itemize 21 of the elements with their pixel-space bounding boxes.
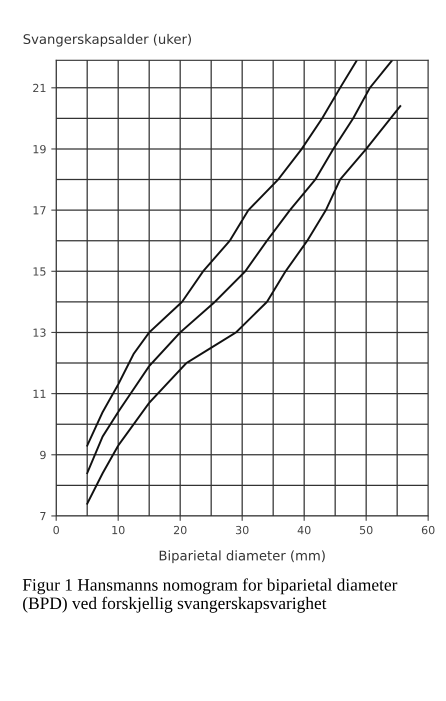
y-tick-label: 7 (40, 512, 46, 520)
x-tick-label: 40 (298, 526, 311, 534)
line-series (86, 60, 358, 447)
x-tick-label: 60 (422, 526, 434, 534)
y-axis-title: Svangerskapsalder (uker) (24, 34, 191, 47)
x-tick-label: 50 (360, 526, 372, 534)
text: Figur 1 Hansmanns nomogram for biparietal diameter (BPD) ved forskjellig svangerskapsvarighet (22, 578, 398, 613)
x-axis-title: Biparietal diameter (mm) (160, 550, 325, 564)
y-tick-label: 19 (34, 144, 46, 154)
y-tick-label: 11 (34, 390, 46, 398)
x-tick-label: 10 (112, 526, 125, 534)
line-series (86, 60, 394, 474)
y-tick-label: 9 (40, 450, 46, 460)
y-tick-label: 13 (34, 328, 46, 337)
line-series (86, 105, 402, 505)
y-tick-label: 21 (33, 84, 46, 92)
x-tick-label: 20 (174, 526, 187, 534)
x-tick-label: 0 (53, 526, 59, 534)
x-tick-label: 30 (236, 526, 249, 534)
y-tick-label: 15 (34, 267, 46, 276)
y-tick-label: 17 (34, 206, 46, 214)
